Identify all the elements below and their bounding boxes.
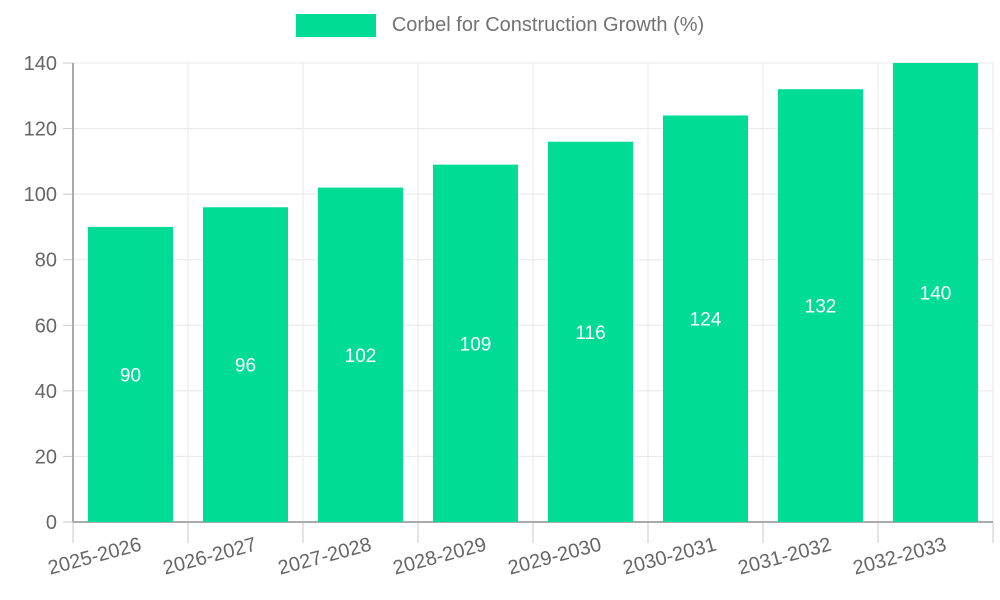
y-axis-label: 120 [24, 119, 57, 141]
y-axis-label: 60 [35, 315, 57, 337]
x-axis-label: 2032-2033 [851, 534, 949, 580]
bar-value-label: 132 [805, 297, 837, 318]
y-axis-label: 20 [35, 446, 57, 468]
legend-swatch [295, 14, 376, 37]
bar-value-label: 140 [920, 284, 952, 305]
x-axis-label: 2031-2032 [736, 534, 834, 580]
bar[interactable] [893, 63, 978, 522]
legend-item[interactable]: Corbel for Construction Growth (%) [0, 14, 1000, 37]
x-axis-label: 2029-2030 [506, 534, 604, 580]
bar[interactable] [548, 141, 633, 522]
bar-value-label: 90 [120, 365, 141, 386]
bar[interactable] [318, 187, 403, 523]
y-axis-label: 80 [35, 250, 57, 272]
x-axis-label: 2026-2027 [161, 534, 259, 580]
bar-value-label: 102 [345, 346, 377, 367]
y-axis-label: 140 [24, 53, 57, 75]
bar-value-label: 124 [690, 310, 722, 331]
y-axis-label: 40 [35, 381, 57, 403]
x-axis-label: 2028-2029 [391, 534, 489, 580]
y-axis-label: 100 [24, 184, 57, 206]
bar[interactable] [778, 89, 863, 522]
bar[interactable] [433, 164, 518, 522]
x-axis-label: 2027-2028 [276, 534, 374, 580]
bar-value-label: 96 [235, 356, 256, 377]
bar[interactable] [663, 115, 748, 522]
y-axis-label: 0 [46, 512, 57, 534]
bar[interactable] [203, 207, 288, 522]
x-axis-label: 2025-2026 [46, 534, 144, 580]
x-axis-label: 2030-2031 [621, 534, 719, 580]
legend-label: Corbel for Construction Growth (%) [391, 14, 705, 36]
bar[interactable] [88, 226, 173, 522]
bar-value-label: 116 [575, 323, 605, 344]
bar-value-label: 109 [460, 334, 492, 355]
